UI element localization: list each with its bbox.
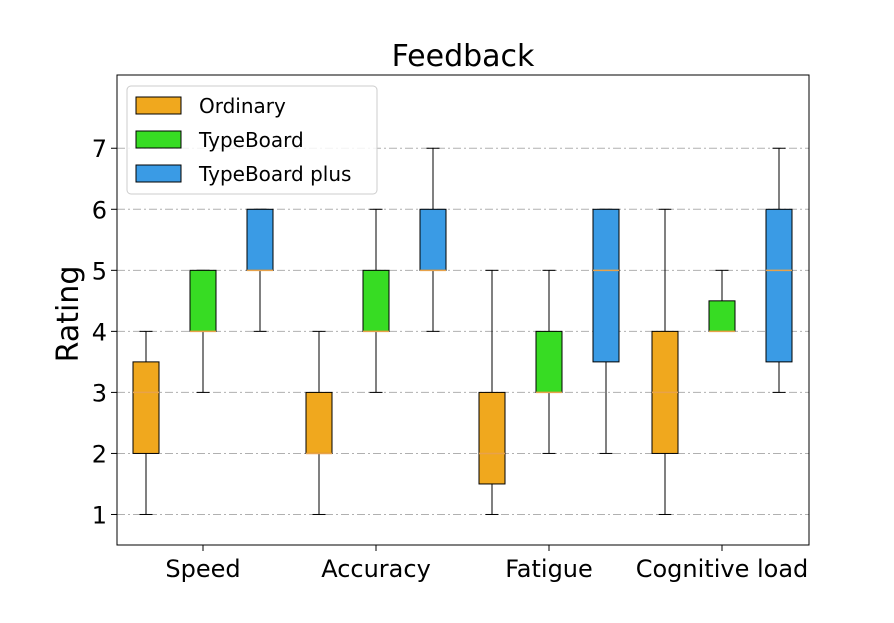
- x-ticks: Speed Accuracy Fatigue Cognitive load: [165, 545, 808, 583]
- legend-label: TypeBoard plus: [198, 162, 351, 186]
- legend-label: Ordinary: [199, 94, 286, 118]
- box-typeboard-plus-cognitive-load: [765, 147, 793, 393]
- legend: Ordinary TypeBoard TypeBoard plus: [126, 85, 378, 195]
- legend-swatch: [135, 164, 182, 183]
- box-ordinary-accuracy: [305, 330, 333, 515]
- legend-frame: [126, 85, 378, 195]
- box-body: [189, 269, 217, 332]
- box-typeboard-plus-speed: [246, 208, 274, 332]
- chart-title: Feedback: [392, 39, 535, 74]
- box-body: [535, 330, 563, 393]
- plot-frame: [116, 74, 810, 546]
- y-axis-label: Rating: [51, 266, 86, 363]
- x-tick-label: Accuracy: [321, 555, 431, 583]
- y-ticks: 1 2 3 4 5 6 7: [92, 135, 117, 529]
- legend-swatch: [135, 96, 182, 115]
- y-tick-label: 4: [92, 318, 107, 346]
- legend-swatch: [135, 130, 182, 149]
- box-layer: [132, 147, 793, 515]
- y-tick-label: 2: [92, 440, 107, 468]
- y-tick-label: 1: [92, 501, 107, 529]
- box-typeboard-fatigue: [535, 269, 563, 454]
- box-body: [419, 208, 447, 271]
- box-body: [592, 208, 620, 363]
- box-body: [765, 208, 793, 363]
- box-body: [708, 300, 736, 332]
- box-ordinary-speed: [132, 330, 160, 515]
- x-tick-label: Cognitive load: [636, 555, 809, 583]
- box-ordinary-fatigue: [478, 269, 506, 515]
- box-typeboard-accuracy: [362, 208, 390, 393]
- box-typeboard-plus-fatigue: [592, 208, 620, 454]
- y-tick-label: 6: [92, 196, 107, 224]
- y-tick-label: 5: [92, 257, 107, 285]
- y-tick-label: 3: [92, 379, 107, 407]
- box-body: [362, 269, 390, 332]
- legend-label: TypeBoard: [198, 128, 304, 152]
- box-ordinary-cognitive-load: [651, 208, 679, 515]
- grid-lines: [117, 147, 809, 515]
- box-body: [478, 391, 506, 485]
- box-body: [132, 361, 160, 454]
- x-tick-label: Fatigue: [505, 555, 593, 583]
- box-typeboard-speed: [189, 269, 217, 393]
- box-body: [305, 391, 333, 454]
- y-tick-label: 7: [92, 135, 107, 163]
- box-typeboard-plus-accuracy: [419, 147, 447, 332]
- box-typeboard-cognitive-load: [708, 269, 736, 333]
- box-body: [246, 208, 274, 271]
- x-tick-label: Speed: [165, 555, 240, 583]
